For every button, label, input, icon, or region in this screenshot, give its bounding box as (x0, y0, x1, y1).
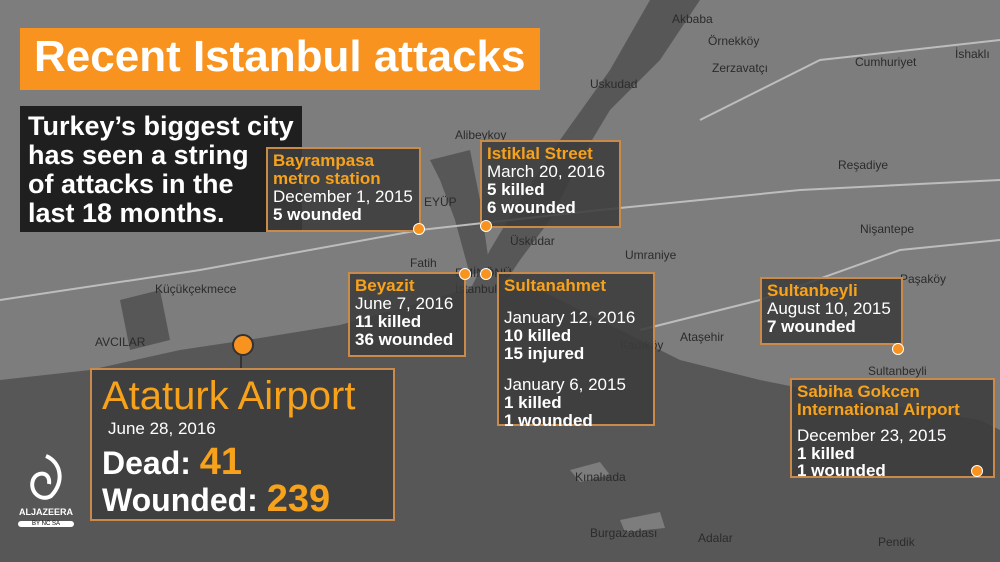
attack-box: Beyazit June 7, 2016 11 killed 36 wounde… (348, 272, 466, 357)
place-label: Akbaba (672, 12, 713, 26)
place-label: Üsküdar (510, 234, 555, 248)
place-label: Cumhuriyet (855, 55, 917, 69)
dead-line: Dead: 41 (102, 440, 383, 483)
place-label: Umraniye (625, 248, 677, 262)
attack-box: Istiklal Street March 20, 2016 5 killed … (480, 140, 621, 228)
lake (120, 290, 170, 350)
attack-box: Bayrampasa metro station December 1, 201… (266, 147, 421, 232)
ataturk-box: Ataturk Airport June 28, 2016 Dead: 41 W… (90, 368, 395, 521)
place-label: Zerzavatçı (712, 61, 769, 75)
island (570, 462, 665, 532)
place-label: Burgazadası (590, 526, 658, 540)
attack-date: August 10, 2015 (767, 298, 891, 318)
golden-horn (430, 150, 490, 275)
location-dot (971, 465, 983, 477)
attack-box: Sultanahmet January 12, 2016 10 killed 1… (497, 272, 655, 429)
dead-label: Dead: (102, 444, 191, 481)
title: Recent Istanbul attacks (20, 28, 540, 90)
license: BY NC SA (18, 521, 74, 527)
subtitle-line: Turkey’s biggest city (28, 111, 294, 141)
logo: ALJAZEERA BY NC SA (14, 452, 78, 527)
location-dot (480, 268, 492, 280)
place-label: Uskudad (590, 77, 638, 91)
attack-name: metro station (273, 168, 381, 188)
attack-toll: 5 killed (487, 179, 545, 199)
attack-date: January 6, 2015 (504, 375, 626, 395)
place-label: AVCILAR (95, 335, 146, 349)
attack-name: Sultanbeyli (767, 281, 858, 300)
attack-box: Sultanbeyli August 10, 2015 7 wounded (760, 277, 903, 345)
attack-toll: 7 wounded (767, 316, 856, 336)
attack-name: International Airport (797, 399, 960, 419)
attack-toll: 1 killed (504, 393, 562, 413)
attack-name: Beyazit (355, 276, 415, 295)
attack-toll: 5 wounded (273, 204, 362, 224)
subtitle: Turkey’s biggest city has seen a string … (20, 106, 302, 232)
attack-toll: 11 killed (355, 311, 422, 331)
place-label: Alibeykoy (455, 128, 507, 142)
attack-date: June 7, 2016 (355, 293, 454, 313)
wounded-label: Wounded: (102, 481, 258, 518)
wounded-line: Wounded: 239 (102, 477, 383, 520)
attack-box: Sabiha Gokcen International Airport Dece… (790, 378, 995, 481)
location-dot (413, 223, 425, 235)
attack-toll: 1 wounded (797, 461, 886, 481)
attack-toll: 1 killed (797, 443, 855, 463)
subtitle-line: last 18 months. (28, 198, 225, 228)
logo-shape (30, 454, 62, 500)
place-label: Nişantepe (860, 222, 915, 236)
place-label: Sultanbeyli (868, 364, 927, 378)
attack-name: Bayrampasa (273, 151, 375, 170)
pin-stem (240, 350, 242, 368)
logo-name: ALJAZEERA (18, 507, 73, 517)
attack-toll: 6 wounded (487, 197, 576, 217)
place-label: Örnekköy (708, 34, 760, 48)
place-label: Reşadiye (838, 158, 889, 172)
ataturk-date: June 28, 2016 (108, 419, 216, 438)
attack-name: Sultanahmet (504, 276, 607, 295)
attack-toll: 36 wounded (355, 329, 454, 349)
attack-date: December 1, 2015 (273, 186, 413, 206)
attack-date: January 12, 2016 (504, 307, 636, 327)
wounded-count: 239 (266, 477, 331, 520)
place-label: Pendik (878, 535, 915, 549)
road (639, 239, 1000, 331)
attack-name: Istiklal Street (487, 144, 593, 163)
subtitle-line: has seen a string (28, 140, 249, 170)
logo-mark (30, 454, 62, 500)
attack-name: Sabiha Gokcen (797, 382, 920, 401)
location-pin (232, 334, 254, 356)
place-label: Paşaköy (900, 272, 947, 286)
place-label: Fatih (410, 256, 437, 270)
attack-date: March 20, 2016 (487, 161, 606, 181)
place-label: EYÜP (424, 195, 457, 209)
road (699, 39, 1000, 121)
place-label: Küçükçekmece (155, 282, 237, 296)
place-label: İshaklı (955, 47, 990, 61)
dead-count: 41 (199, 440, 243, 483)
attack-toll: 1 wounded (504, 411, 593, 431)
subtitle-line: of attacks in the (28, 169, 234, 199)
place-label: Ataşehir (680, 330, 725, 344)
attack-date: December 23, 2015 (797, 425, 947, 445)
attack-toll: 15 injured (504, 343, 585, 363)
place-label: Adalar (698, 531, 733, 545)
location-dot (459, 268, 471, 280)
attack-toll: 10 killed (504, 325, 572, 345)
location-dot (480, 220, 492, 232)
place-label: Kınalıada (575, 470, 626, 484)
location-dot (892, 343, 904, 355)
ataturk-name: Ataturk Airport (102, 374, 356, 418)
